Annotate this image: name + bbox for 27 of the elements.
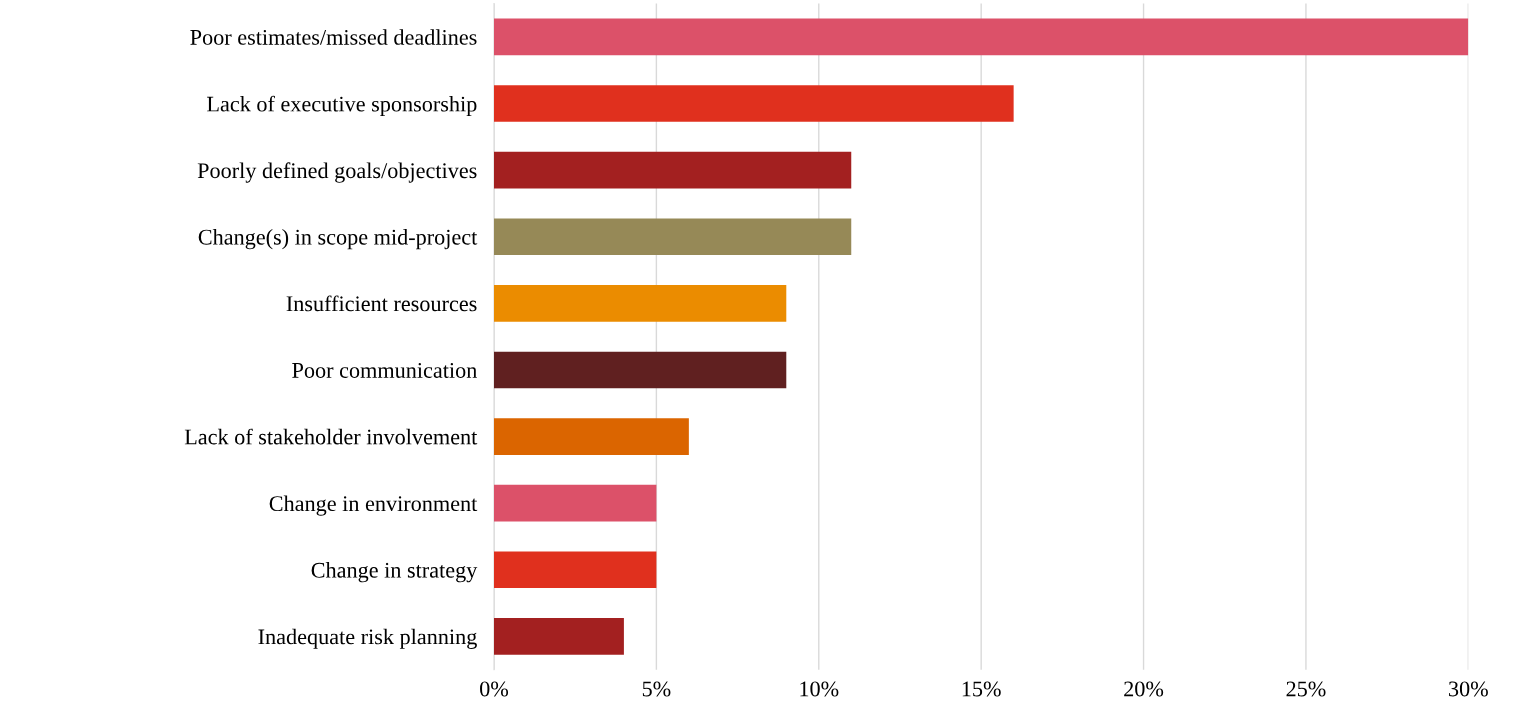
bar — [494, 351, 787, 389]
bar — [494, 151, 852, 189]
y-tick-label: Change in strategy — [311, 562, 478, 583]
bar — [494, 218, 852, 256]
y-tick-label: Poorly defined goals/objectives — [197, 162, 477, 183]
y-tick-label: Lack of executive sponsorship — [207, 95, 477, 117]
x-tick-label: 25% — [1286, 681, 1326, 697]
x-tick-label: 5% — [642, 681, 671, 697]
bar — [494, 551, 657, 589]
bar — [494, 285, 787, 322]
y-tick-label: Inadequate risk planning — [258, 628, 477, 649]
y-tick-label: Change in environment — [269, 495, 478, 516]
y-tick-label: Insufficient resources — [286, 295, 477, 312]
y-tick-label: Change(s) in scope mid-project — [198, 229, 478, 250]
x-tick-label: 30% — [1449, 681, 1488, 697]
x-tick-label: 10% — [800, 681, 839, 697]
bar — [494, 618, 624, 655]
x-tick-label: 20% — [1124, 681, 1164, 697]
y-tick-label: Poor estimates/missed deadlines — [190, 29, 477, 45]
bar — [494, 484, 657, 522]
y-tick-label: Lack of stakeholder involvement — [184, 428, 478, 445]
y-tick-label: Poor communication — [292, 362, 477, 378]
x-tick-label: 15% — [962, 681, 1001, 697]
bar — [494, 18, 1469, 56]
bar — [494, 85, 1014, 122]
x-tick-label: 0% — [480, 681, 509, 697]
bar — [494, 418, 689, 455]
